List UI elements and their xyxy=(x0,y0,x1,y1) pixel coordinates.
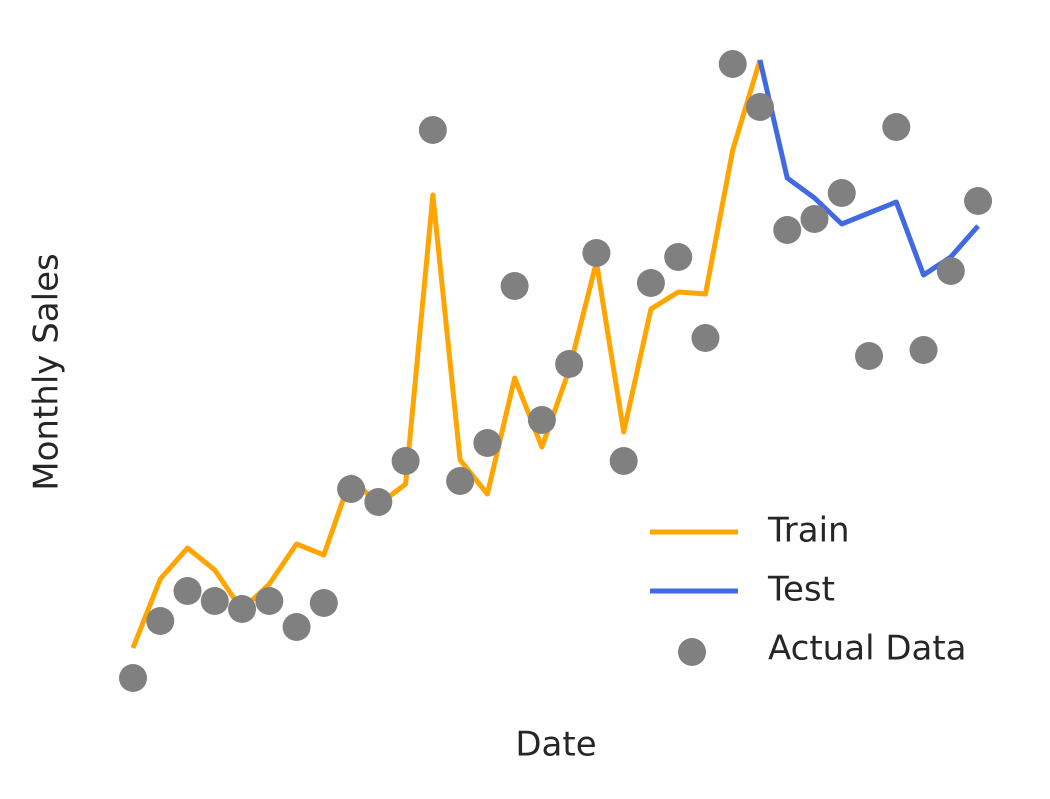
data-point xyxy=(582,239,611,267)
data-point xyxy=(173,577,202,605)
data-point xyxy=(909,336,938,364)
legend-label: Test xyxy=(767,570,835,610)
data-point xyxy=(391,447,420,475)
data-point xyxy=(800,205,829,233)
data-point xyxy=(936,257,965,285)
data-point xyxy=(364,488,393,516)
line-series xyxy=(130,59,763,649)
data-point xyxy=(146,607,175,635)
legend-label: Train xyxy=(767,511,850,551)
data-point xyxy=(827,179,856,207)
data-point xyxy=(855,342,884,370)
data-point xyxy=(446,467,475,495)
data-point xyxy=(500,272,529,300)
data-point xyxy=(555,350,584,378)
x-axis-label: Date xyxy=(515,725,596,765)
data-point xyxy=(309,589,338,617)
data-point xyxy=(282,613,311,641)
data-point xyxy=(882,113,911,141)
data-point xyxy=(473,429,502,457)
data-point xyxy=(228,595,257,623)
legend-swatch xyxy=(678,638,706,666)
data-point xyxy=(964,187,993,215)
data-point xyxy=(255,587,284,615)
y-axis-label: Monthly Sales xyxy=(27,253,67,490)
data-point xyxy=(337,475,366,503)
data-point xyxy=(773,216,802,244)
data-point xyxy=(745,93,774,121)
data-point xyxy=(119,664,147,692)
data-point xyxy=(609,447,638,475)
data-point xyxy=(664,243,693,271)
data-point xyxy=(200,587,229,615)
data-point xyxy=(636,269,665,297)
data-point xyxy=(718,50,747,78)
data-point xyxy=(527,406,556,434)
data-point xyxy=(418,116,447,144)
legend-label: Actual Data xyxy=(768,629,967,669)
data-point xyxy=(691,324,720,352)
